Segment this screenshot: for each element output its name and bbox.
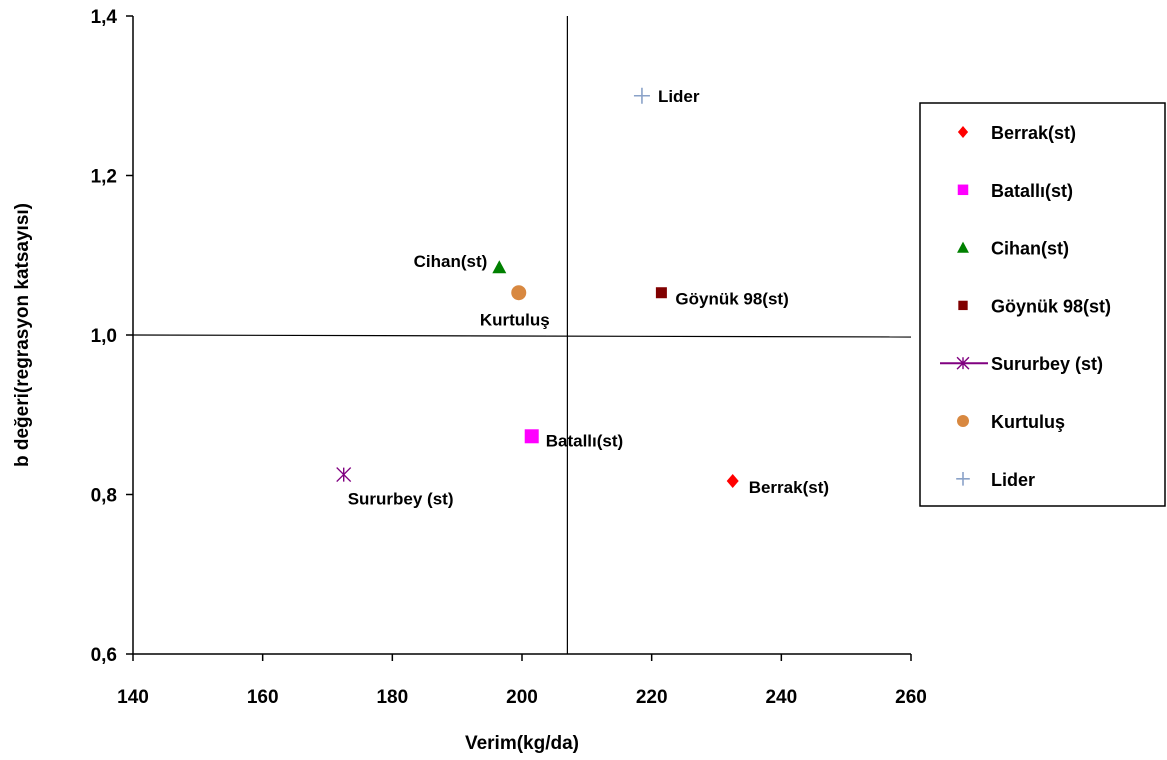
reference-lines [132, 16, 912, 654]
legend-label-kurtuluş: Kurtuluş [991, 412, 1065, 432]
x-tick-label: 240 [765, 687, 797, 708]
legend-label-batallı-st: Batallı(st) [991, 181, 1073, 201]
legend-marker-cihan-st [957, 241, 969, 253]
legend-label-lider: Lider [991, 470, 1035, 490]
y-tick-label: 0,8 [91, 486, 117, 507]
data-point-göynük-98-st [655, 287, 667, 299]
point-label-batallı-st: Batallı(st) [546, 431, 623, 450]
data-point-berrak-st [726, 473, 739, 488]
legend-marker-batallı-st [957, 184, 969, 196]
x-tick-label: 200 [506, 687, 538, 708]
x-axis-title: Verim(kg/da) [465, 733, 579, 754]
y-tick-label: 1,0 [91, 326, 117, 347]
data-point-sururbey-st [336, 467, 352, 483]
x-tick-label: 160 [247, 687, 279, 708]
y-axis-title: b değeri(regrasyon katsayısı) [12, 203, 33, 467]
y-tick-label: 1,2 [91, 167, 117, 188]
x-tick-label: 140 [117, 687, 149, 708]
legend-label-berrak-st: Berrak(st) [991, 123, 1076, 143]
x-tick-label: 220 [636, 687, 668, 708]
data-point-lider [633, 87, 650, 104]
data-point-cihan-st [492, 260, 507, 274]
point-label-berrak-st: Berrak(st) [749, 478, 829, 497]
y-tick-label: 0,6 [91, 645, 117, 666]
point-label-sururbey-st: Sururbey (st) [348, 490, 454, 509]
legend-label-sururbey-st: Sururbey (st) [991, 354, 1103, 374]
x-tick-label: 180 [376, 687, 408, 708]
legend-marker-lider [956, 472, 970, 486]
data-point-batallı-st [524, 429, 539, 444]
data-points [336, 87, 739, 488]
point-label-lider: Lider [658, 87, 700, 106]
point-labels: Berrak(st) Batallı(st) Cihan(st) Göynük 98(… [348, 87, 829, 509]
legend-label-cihan-st: Cihan(st) [991, 239, 1069, 259]
y-tick-label: 1,4 [91, 7, 118, 28]
reference-line-horizontal [132, 334, 912, 338]
point-label-cihan-st: Cihan(st) [414, 252, 488, 271]
legend-marker-sururbey-st [956, 356, 970, 370]
legend-marker-kurtuluş [957, 415, 969, 427]
legend-marker-berrak-st [957, 126, 969, 138]
legend: Berrak(st) Batallı(st) Cihan(st) Göynük 98(… [919, 102, 1166, 507]
point-label-kurtuluş: Kurtuluş [480, 311, 550, 330]
x-tick-label: 260 [895, 687, 927, 708]
legend-marker-göynük-98-st [958, 300, 968, 311]
tick-marks: 140 160 180 200 220 240 260 0,6 0,8 1,0 1,2 1,4 [91, 7, 927, 708]
point-label-göynük-98-st: Göynük 98(st) [675, 290, 788, 309]
legend-label-göynük-98-st: Göynük 98(st) [991, 296, 1111, 316]
data-point-kurtuluş [511, 285, 527, 301]
